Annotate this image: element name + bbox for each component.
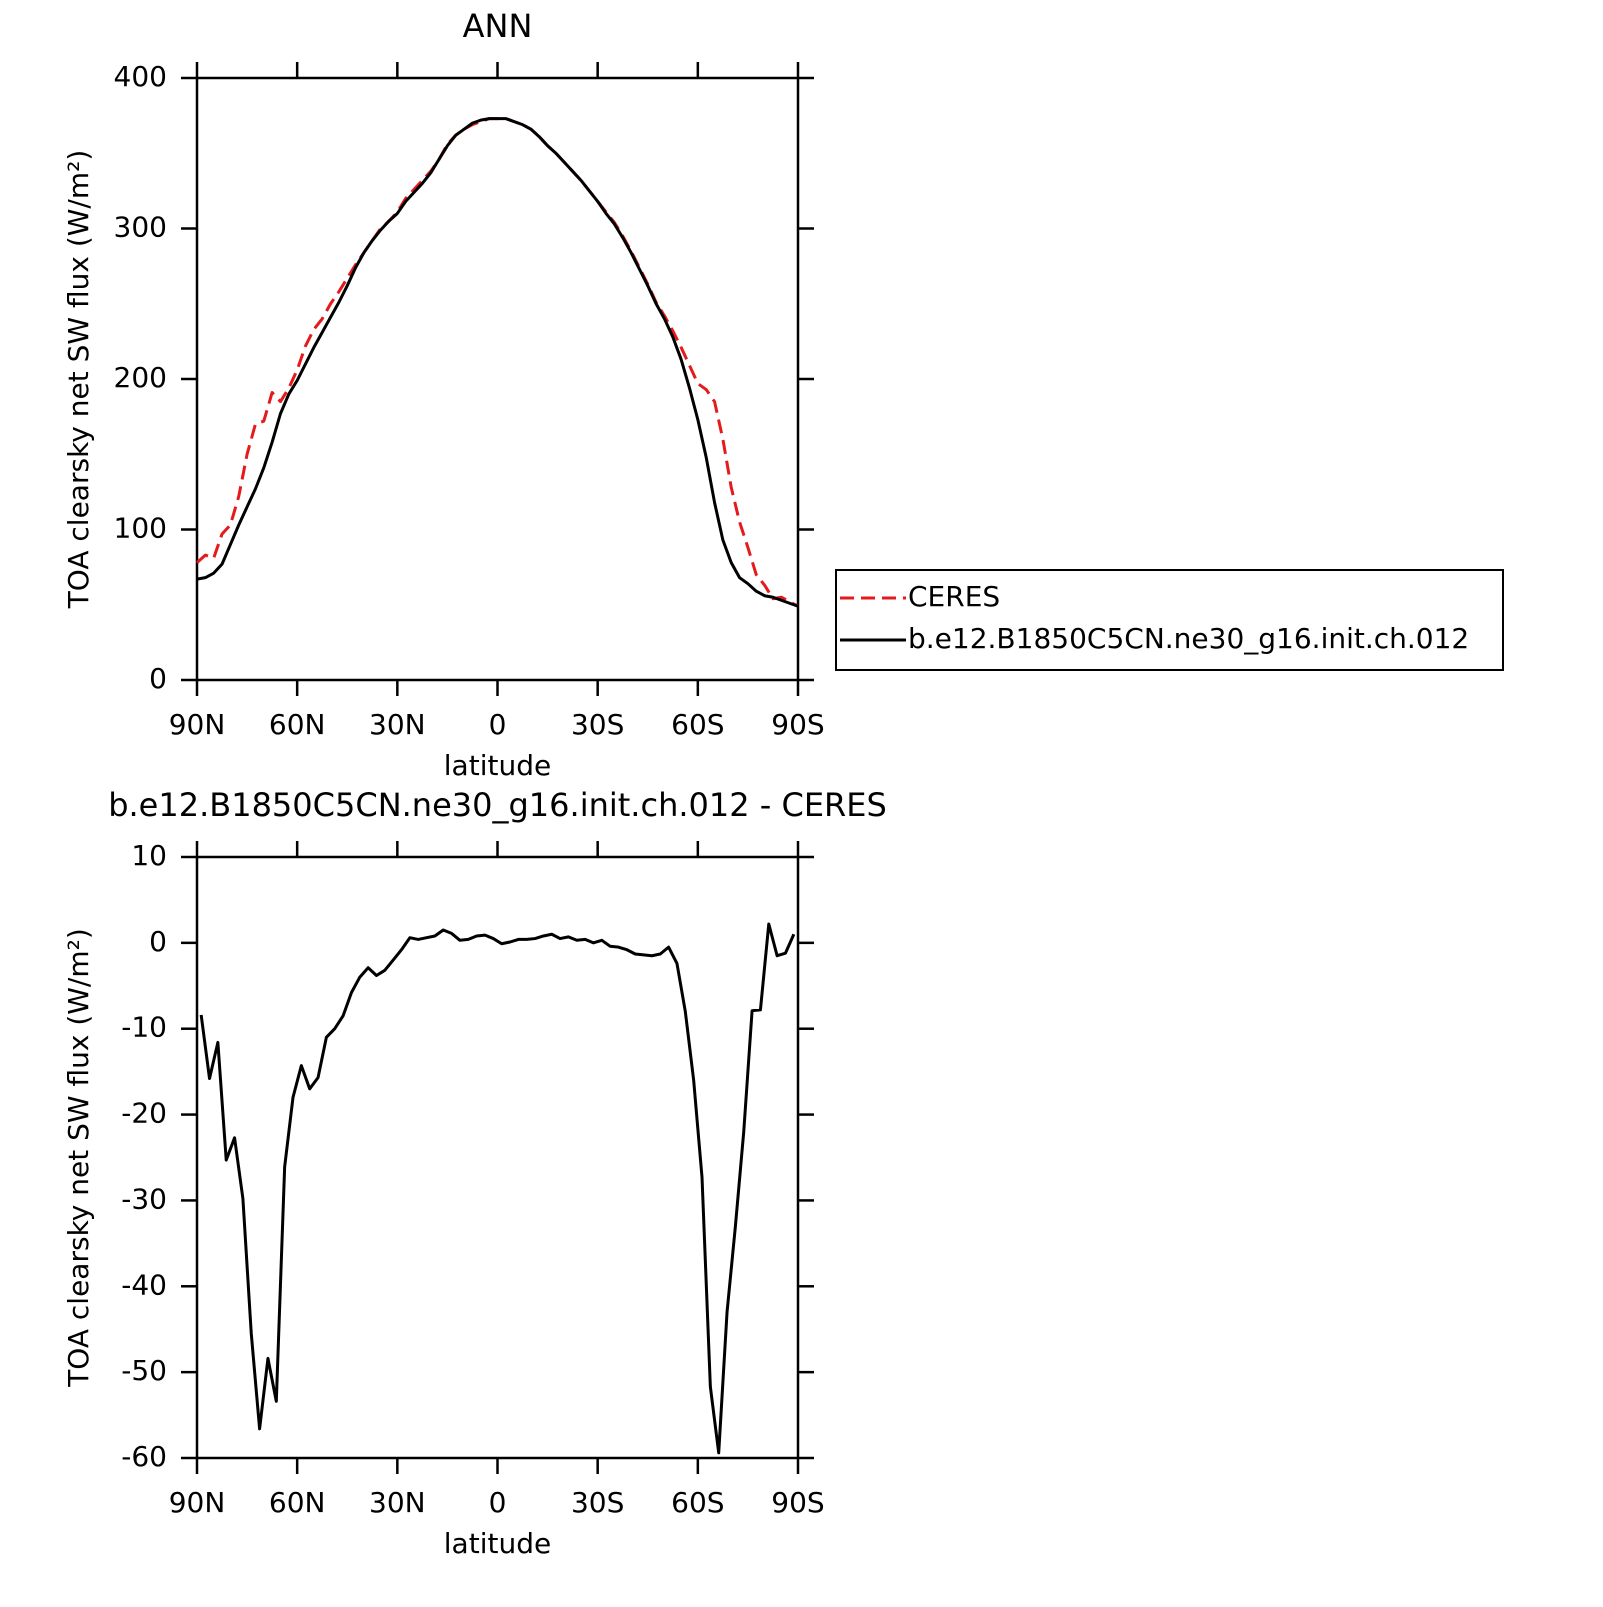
legend-label: b.e12.B1850C5CN.ne30_g16.init.ch.012: [908, 622, 1469, 655]
data-line: [195, 117, 799, 608]
x-tick-label: 30S: [571, 1486, 624, 1519]
y-axis-label: TOA clearsky net SW flux (W/m²): [62, 928, 95, 1388]
x-tick-label: 60S: [671, 1486, 724, 1519]
x-tick-label: 0: [489, 708, 507, 741]
legend-label: CERES: [908, 580, 1000, 613]
y-tick-label: 0: [149, 662, 167, 695]
x-tick-label: 30S: [571, 708, 624, 741]
x-tick-label: 60N: [269, 1486, 326, 1519]
x-tick-label: 30N: [369, 1486, 426, 1519]
x-axis-label: latitude: [444, 1527, 551, 1560]
chart-title: b.e12.B1850C5CN.ne30_g16.init.ch.012 - C…: [108, 786, 887, 824]
x-tick-label: 90N: [169, 1486, 226, 1519]
y-axis-label: TOA clearsky net SW flux (W/m²): [62, 150, 95, 610]
legend-box: [835, 569, 1504, 671]
y-tick-label: 10: [131, 839, 167, 872]
chart-title: ANN: [463, 7, 533, 45]
plot-frame: [195, 76, 800, 682]
data-line: [196, 117, 799, 608]
y-tick-label: 400: [114, 60, 167, 93]
y-tick-label: -30: [121, 1182, 167, 1215]
y-tick-label: 100: [114, 512, 167, 545]
x-tick-label: 90S: [771, 708, 824, 741]
x-axis-label: latitude: [444, 749, 551, 782]
x-tick-label: 60N: [269, 708, 326, 741]
y-tick-label: -20: [121, 1097, 167, 1130]
x-tick-label: 90N: [169, 708, 226, 741]
y-tick-label: -60: [121, 1440, 167, 1473]
x-tick-label: 30N: [369, 708, 426, 741]
y-tick-label: 0: [149, 925, 167, 958]
x-tick-label: 0: [489, 1486, 507, 1519]
y-tick-label: 200: [114, 361, 167, 394]
x-tick-label: 60S: [671, 708, 724, 741]
y-tick-label: -10: [121, 1011, 167, 1044]
y-tick-label: -40: [121, 1268, 167, 1301]
x-tick-label: 90S: [771, 1486, 824, 1519]
y-tick-label: 300: [114, 211, 167, 244]
y-tick-label: -50: [121, 1354, 167, 1387]
data-line: [199, 922, 796, 1455]
